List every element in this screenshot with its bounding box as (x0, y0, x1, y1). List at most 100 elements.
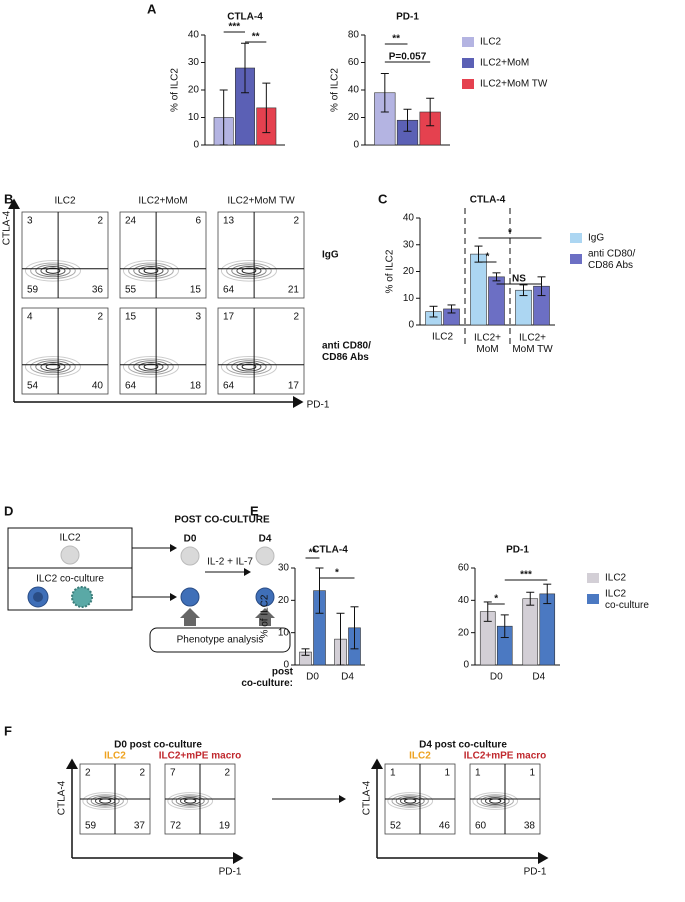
y-tick-label: 40 (458, 595, 470, 606)
contour (395, 795, 425, 807)
error-bar (301, 648, 310, 656)
contour (45, 363, 61, 370)
contour (133, 264, 169, 278)
flow-plot (21, 307, 109, 395)
x-tick-label: ILC2+ MoM TW (512, 332, 553, 355)
contour (35, 360, 71, 374)
x-axis-label: post co-culture: (241, 666, 293, 689)
significance-label: * (508, 228, 512, 239)
contour (480, 795, 510, 807)
significance-label: P=0.057 (389, 52, 427, 63)
quadrant-value: 72 (170, 821, 182, 832)
box (7, 527, 133, 611)
contour (90, 795, 120, 807)
y-tick-label: 30 (403, 239, 415, 250)
y-tick-label: 80 (348, 30, 360, 41)
quadrant-value: 59 (27, 285, 39, 296)
error-bar (315, 567, 324, 614)
y-axis-label: % of ILC2 (385, 249, 396, 293)
contour (241, 363, 257, 370)
macrophage (71, 586, 93, 608)
quadrant-value: 6 (195, 216, 201, 227)
quadrant-value: 19 (219, 821, 231, 832)
cell-label: ILC2 co-culture (36, 574, 104, 585)
y-axis-label: % of ILC2 (170, 68, 181, 112)
contour (35, 264, 71, 278)
flow-plot (119, 307, 207, 395)
quadrant-value: 3 (195, 312, 201, 323)
quadrant-value: 15 (125, 312, 137, 323)
flow-plot (21, 211, 109, 299)
contour (171, 794, 209, 808)
quadrant-value: 1 (444, 768, 450, 779)
y-tick-label: 20 (458, 627, 470, 638)
legend-label: ILC2 (605, 573, 627, 584)
legend-label: ILC2 co-culture (605, 588, 649, 611)
quadrant-value: 52 (390, 821, 402, 832)
y-tick-label: 0 (408, 320, 414, 331)
quadrant-value: 4 (27, 312, 33, 323)
contour (143, 363, 159, 370)
significance-label: * (335, 568, 339, 579)
significance-label: *** (228, 22, 240, 33)
quadrant-value: 1 (475, 768, 481, 779)
chart-title: CTLA-4 (312, 545, 348, 556)
error-bar (447, 304, 456, 314)
day-label: D0 (184, 534, 197, 545)
y-tick-label: 0 (283, 660, 289, 671)
contour (30, 262, 76, 280)
group-title: D0 post co-culture (114, 740, 202, 751)
legend-label: ILC2+MoM TW (480, 79, 548, 90)
y-tick-label: 10 (188, 112, 200, 123)
y-tick-label: 20 (188, 85, 200, 96)
contour (472, 792, 519, 810)
error-bar (500, 614, 509, 639)
contour (45, 267, 61, 274)
plot-label: ILC2 (409, 751, 431, 762)
legend-label: anti CD80/CD86 Abs (588, 248, 635, 271)
contour (476, 794, 514, 808)
x-tick-label: D4 (341, 672, 354, 683)
row-label: IgG (322, 250, 339, 261)
error-bar (492, 272, 501, 282)
quadrant-value: 24 (125, 216, 137, 227)
quadrant-value: 54 (27, 381, 39, 392)
contour (220, 355, 277, 378)
contour (86, 794, 124, 808)
quadrant-value: 7 (170, 768, 176, 779)
quadrant-value: 64 (125, 381, 137, 392)
contour (40, 361, 66, 372)
panel-label: E (250, 503, 259, 518)
legend-label: IgG (588, 233, 604, 244)
x-axis-label: PD-1 (307, 400, 330, 411)
contour (226, 262, 272, 280)
bar (470, 253, 487, 326)
panel-label: D (4, 503, 13, 518)
column-label: ILC2+MoM TW (227, 196, 295, 207)
y-tick-label: 20 (403, 266, 415, 277)
block-arrow (180, 608, 200, 626)
contour (220, 259, 277, 282)
treatment: IL-2 + IL-7 (207, 557, 253, 568)
flow-plot (217, 307, 305, 395)
legend-label: ILC2 (480, 37, 502, 48)
cell (33, 592, 43, 602)
significance-label: ** (252, 32, 260, 43)
legend-swatch (570, 233, 582, 243)
y-tick-label: 40 (403, 213, 415, 224)
column-label: ILC2+MoM (138, 196, 187, 207)
significance-label: *** (520, 570, 532, 581)
readout: Phenotype analysis (177, 635, 264, 646)
readout-box (149, 627, 291, 653)
contour (122, 355, 179, 378)
error-bar (403, 108, 412, 132)
chart-title: CTLA-4 (470, 195, 506, 206)
legend-swatch (462, 58, 474, 68)
error-bar (262, 82, 271, 134)
legend-swatch (587, 594, 599, 604)
quadrant-value: 2 (85, 768, 91, 779)
x-tick-label: D0 (490, 672, 503, 683)
y-tick-label: 10 (403, 293, 415, 304)
quadrant-value: 13 (223, 216, 235, 227)
